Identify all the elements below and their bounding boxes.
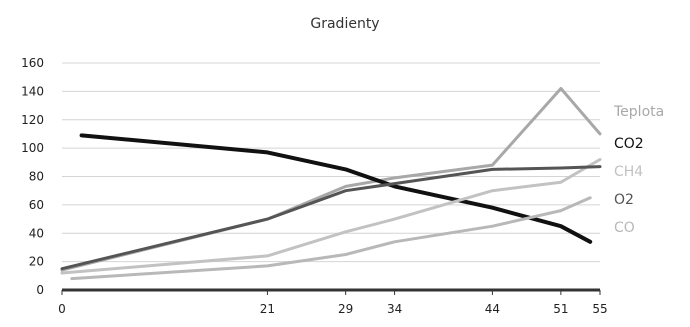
series-line-ch4	[60, 158, 602, 275]
series-lines	[60, 87, 602, 281]
legend-entry-ch4: CH4	[614, 164, 643, 180]
series-line-co2	[79, 133, 593, 244]
y-tick-label: 0	[36, 283, 44, 297]
legend-entry-teplota: Teplota	[613, 104, 664, 120]
series-line-co	[70, 196, 592, 281]
x-tick-label: 21	[260, 302, 275, 316]
x-tick-label: 0	[58, 302, 66, 316]
y-axis-ticks: 0 20 40 60 80 100 120 140 160	[21, 56, 44, 297]
x-tick-label: 55	[592, 302, 607, 316]
x-tick-label: 29	[338, 302, 353, 316]
x-tick-label: 51	[553, 302, 568, 316]
legend-entry-o2: O2	[614, 192, 634, 208]
x-axis-ticks: 0 21 29 34 44 51 55	[58, 290, 608, 316]
y-tick-label: 100	[21, 141, 44, 155]
y-tick-label: 80	[29, 170, 44, 184]
y-tick-label: 20	[29, 255, 44, 269]
legend: Teplota CO2 CH4 O2 CO	[613, 104, 664, 236]
y-tick-label: 40	[29, 226, 44, 240]
x-tick-label: 44	[485, 302, 500, 316]
legend-entry-co2: CO2	[614, 136, 644, 152]
series-line-teplota	[60, 87, 602, 272]
y-tick-label: 120	[21, 113, 44, 127]
legend-entry-co: CO	[614, 220, 635, 236]
y-tick-label: 60	[29, 198, 44, 212]
chart-title: Gradienty	[310, 16, 379, 32]
series-line-o2	[60, 165, 602, 271]
x-tick-label: 34	[387, 302, 402, 316]
y-tick-label: 160	[21, 56, 44, 70]
y-tick-label: 140	[21, 84, 44, 98]
grid	[62, 62, 600, 292]
